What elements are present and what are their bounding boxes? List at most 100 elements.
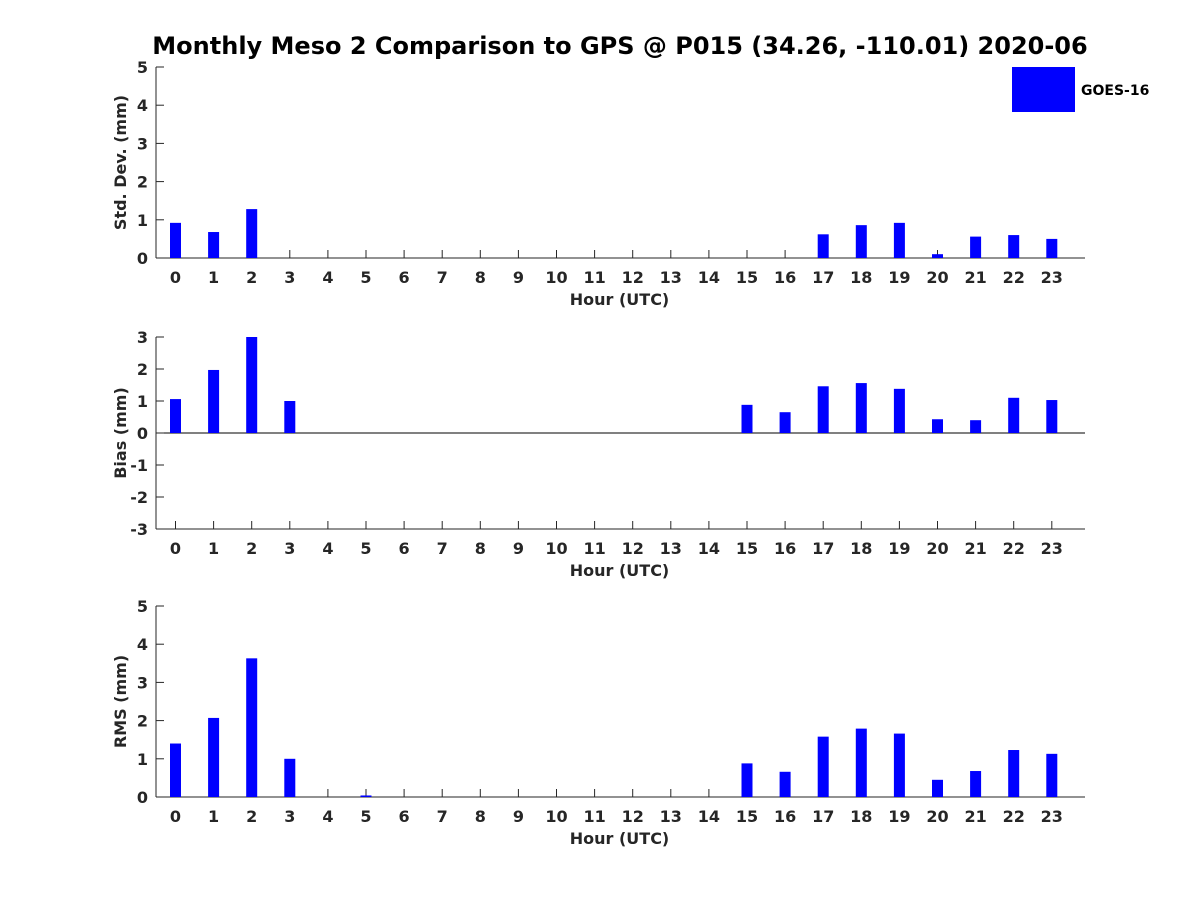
bias-y-tick-label: 2	[137, 360, 148, 379]
rms-bar-hour-17	[817, 736, 829, 797]
rms-x-tick-label: 5	[360, 807, 371, 826]
rms-x-tick-label: 6	[399, 807, 410, 826]
rms-x-tick-label: 2	[246, 807, 257, 826]
rms-y-tick-label: 2	[137, 712, 148, 731]
bias-bar-hour-23	[1046, 400, 1058, 433]
std-dev-bar-hour-0	[170, 222, 181, 258]
rms-x-tick-label: 22	[1003, 807, 1025, 826]
std-dev-bar-hour-23	[1046, 238, 1058, 258]
std-dev-x-tick-label: 6	[399, 268, 410, 287]
std-dev-x-tick-label: 3	[284, 268, 295, 287]
bias-x-tick-label: 19	[888, 539, 910, 558]
rms-x-tick-label: 19	[888, 807, 910, 826]
rms-x-tick-label: 11	[583, 807, 605, 826]
rms-x-tick-label: 18	[850, 807, 872, 826]
bias-x-tick-label: 1	[208, 539, 219, 558]
std-dev-x-tick-label: 0	[170, 268, 181, 287]
std-dev-x-tick-label: 14	[698, 268, 720, 287]
bias-x-tick-label: 7	[437, 539, 448, 558]
std-dev-x-tick-label: 4	[322, 268, 333, 287]
rms-bar-hour-5	[360, 795, 372, 797]
bias-x-tick-label: 4	[322, 539, 333, 558]
std-dev-y-tick-label: 2	[137, 173, 148, 192]
legend: GOES-16	[1012, 67, 1149, 112]
std-dev-x-tick-label: 17	[812, 268, 834, 287]
bias-y-tick-label: -1	[130, 456, 148, 475]
bias-bar-hour-1	[208, 369, 220, 433]
rms-bar-hour-15	[741, 763, 753, 797]
bias-x-tick-label: 23	[1041, 539, 1063, 558]
std-dev-x-tick-label: 13	[660, 268, 682, 287]
bias-x-tick-label: 12	[622, 539, 644, 558]
rms-x-tick-label: 17	[812, 807, 834, 826]
rms-y-tick-label: 4	[137, 635, 148, 654]
bias-x-tick-label: 3	[284, 539, 295, 558]
bias-x-tick-label: 11	[583, 539, 605, 558]
bias-y-tick-label: 0	[137, 424, 148, 443]
bias-bar-hour-0	[170, 399, 181, 433]
bias-x-tick-label: 15	[736, 539, 758, 558]
legend-swatch	[1012, 67, 1075, 112]
std-dev-y-axis-label: Std. Dev. (mm)	[111, 95, 130, 230]
rms-x-tick-label: 0	[170, 807, 181, 826]
std-dev-bar-hour-17	[817, 234, 829, 258]
std-dev-bar-hour-1	[208, 232, 220, 258]
rms-bar-hour-3	[284, 758, 296, 797]
rms-x-tick-label: 3	[284, 807, 295, 826]
rms-bar-hour-0	[170, 743, 181, 797]
std-dev-x-tick-label: 10	[545, 268, 567, 287]
std-dev-y-tick-label: 3	[137, 134, 148, 153]
std-dev-x-tick-label: 7	[437, 268, 448, 287]
rms-y-tick-label: 1	[137, 750, 148, 769]
rms-x-tick-label: 20	[926, 807, 948, 826]
bias-x-tick-label: 5	[360, 539, 371, 558]
std-dev-x-axis-label: Hour (UTC)	[570, 290, 670, 309]
bias-x-tick-label: 22	[1003, 539, 1025, 558]
std-dev-x-tick-label: 23	[1041, 268, 1063, 287]
legend-label: GOES-16	[1081, 83, 1149, 99]
std-dev-x-tick-label: 12	[622, 268, 644, 287]
std-dev-x-tick-label: 15	[736, 268, 758, 287]
rms-x-tick-label: 10	[545, 807, 567, 826]
rms-x-axis-label: Hour (UTC)	[570, 829, 670, 848]
std-dev-x-tick-label: 11	[583, 268, 605, 287]
rms-x-tick-label: 4	[322, 807, 333, 826]
std-dev-y-tick-label: 0	[137, 249, 148, 268]
bias-y-tick-label: 3	[137, 328, 148, 347]
bias-bar-hour-21	[970, 420, 982, 433]
rms-x-tick-label: 12	[622, 807, 644, 826]
std-dev-x-tick-label: 8	[475, 268, 486, 287]
std-dev-bar-hour-21	[970, 236, 982, 258]
bias-bar-hour-18	[855, 383, 867, 433]
std-dev-x-tick-label: 22	[1003, 268, 1025, 287]
bias-bar-hour-22	[1008, 397, 1020, 433]
std-dev-y-tick-label: 5	[137, 58, 148, 77]
bias-x-tick-label: 8	[475, 539, 486, 558]
std-dev-bar-hour-19	[893, 222, 905, 258]
rms-y-axis-label: RMS (mm)	[111, 655, 130, 748]
bias-x-tick-label: 10	[545, 539, 567, 558]
rms-bar-hour-23	[1046, 753, 1058, 797]
std-dev-x-tick-label: 18	[850, 268, 872, 287]
bias-x-tick-label: 13	[660, 539, 682, 558]
bias-x-tick-label: 14	[698, 539, 720, 558]
std-dev-bar-hour-2	[246, 209, 258, 258]
rms-bar-hour-19	[893, 733, 905, 797]
bias-x-tick-label: 20	[926, 539, 948, 558]
std-dev-x-tick-label: 21	[964, 268, 986, 287]
rms-x-tick-label: 21	[964, 807, 986, 826]
rms-x-tick-label: 13	[660, 807, 682, 826]
bias-bar-hour-16	[779, 412, 791, 433]
rms-y-tick-label: 3	[137, 673, 148, 692]
std-dev-x-tick-label: 19	[888, 268, 910, 287]
std-dev-x-tick-label: 5	[360, 268, 371, 287]
bias-x-tick-label: 2	[246, 539, 257, 558]
rms-bar-hour-16	[779, 771, 791, 797]
std-dev-y-tick-label: 4	[137, 96, 148, 115]
std-dev-x-tick-label: 2	[246, 268, 257, 287]
std-dev-x-tick-label: 20	[926, 268, 948, 287]
bias-x-tick-label: 6	[399, 539, 410, 558]
